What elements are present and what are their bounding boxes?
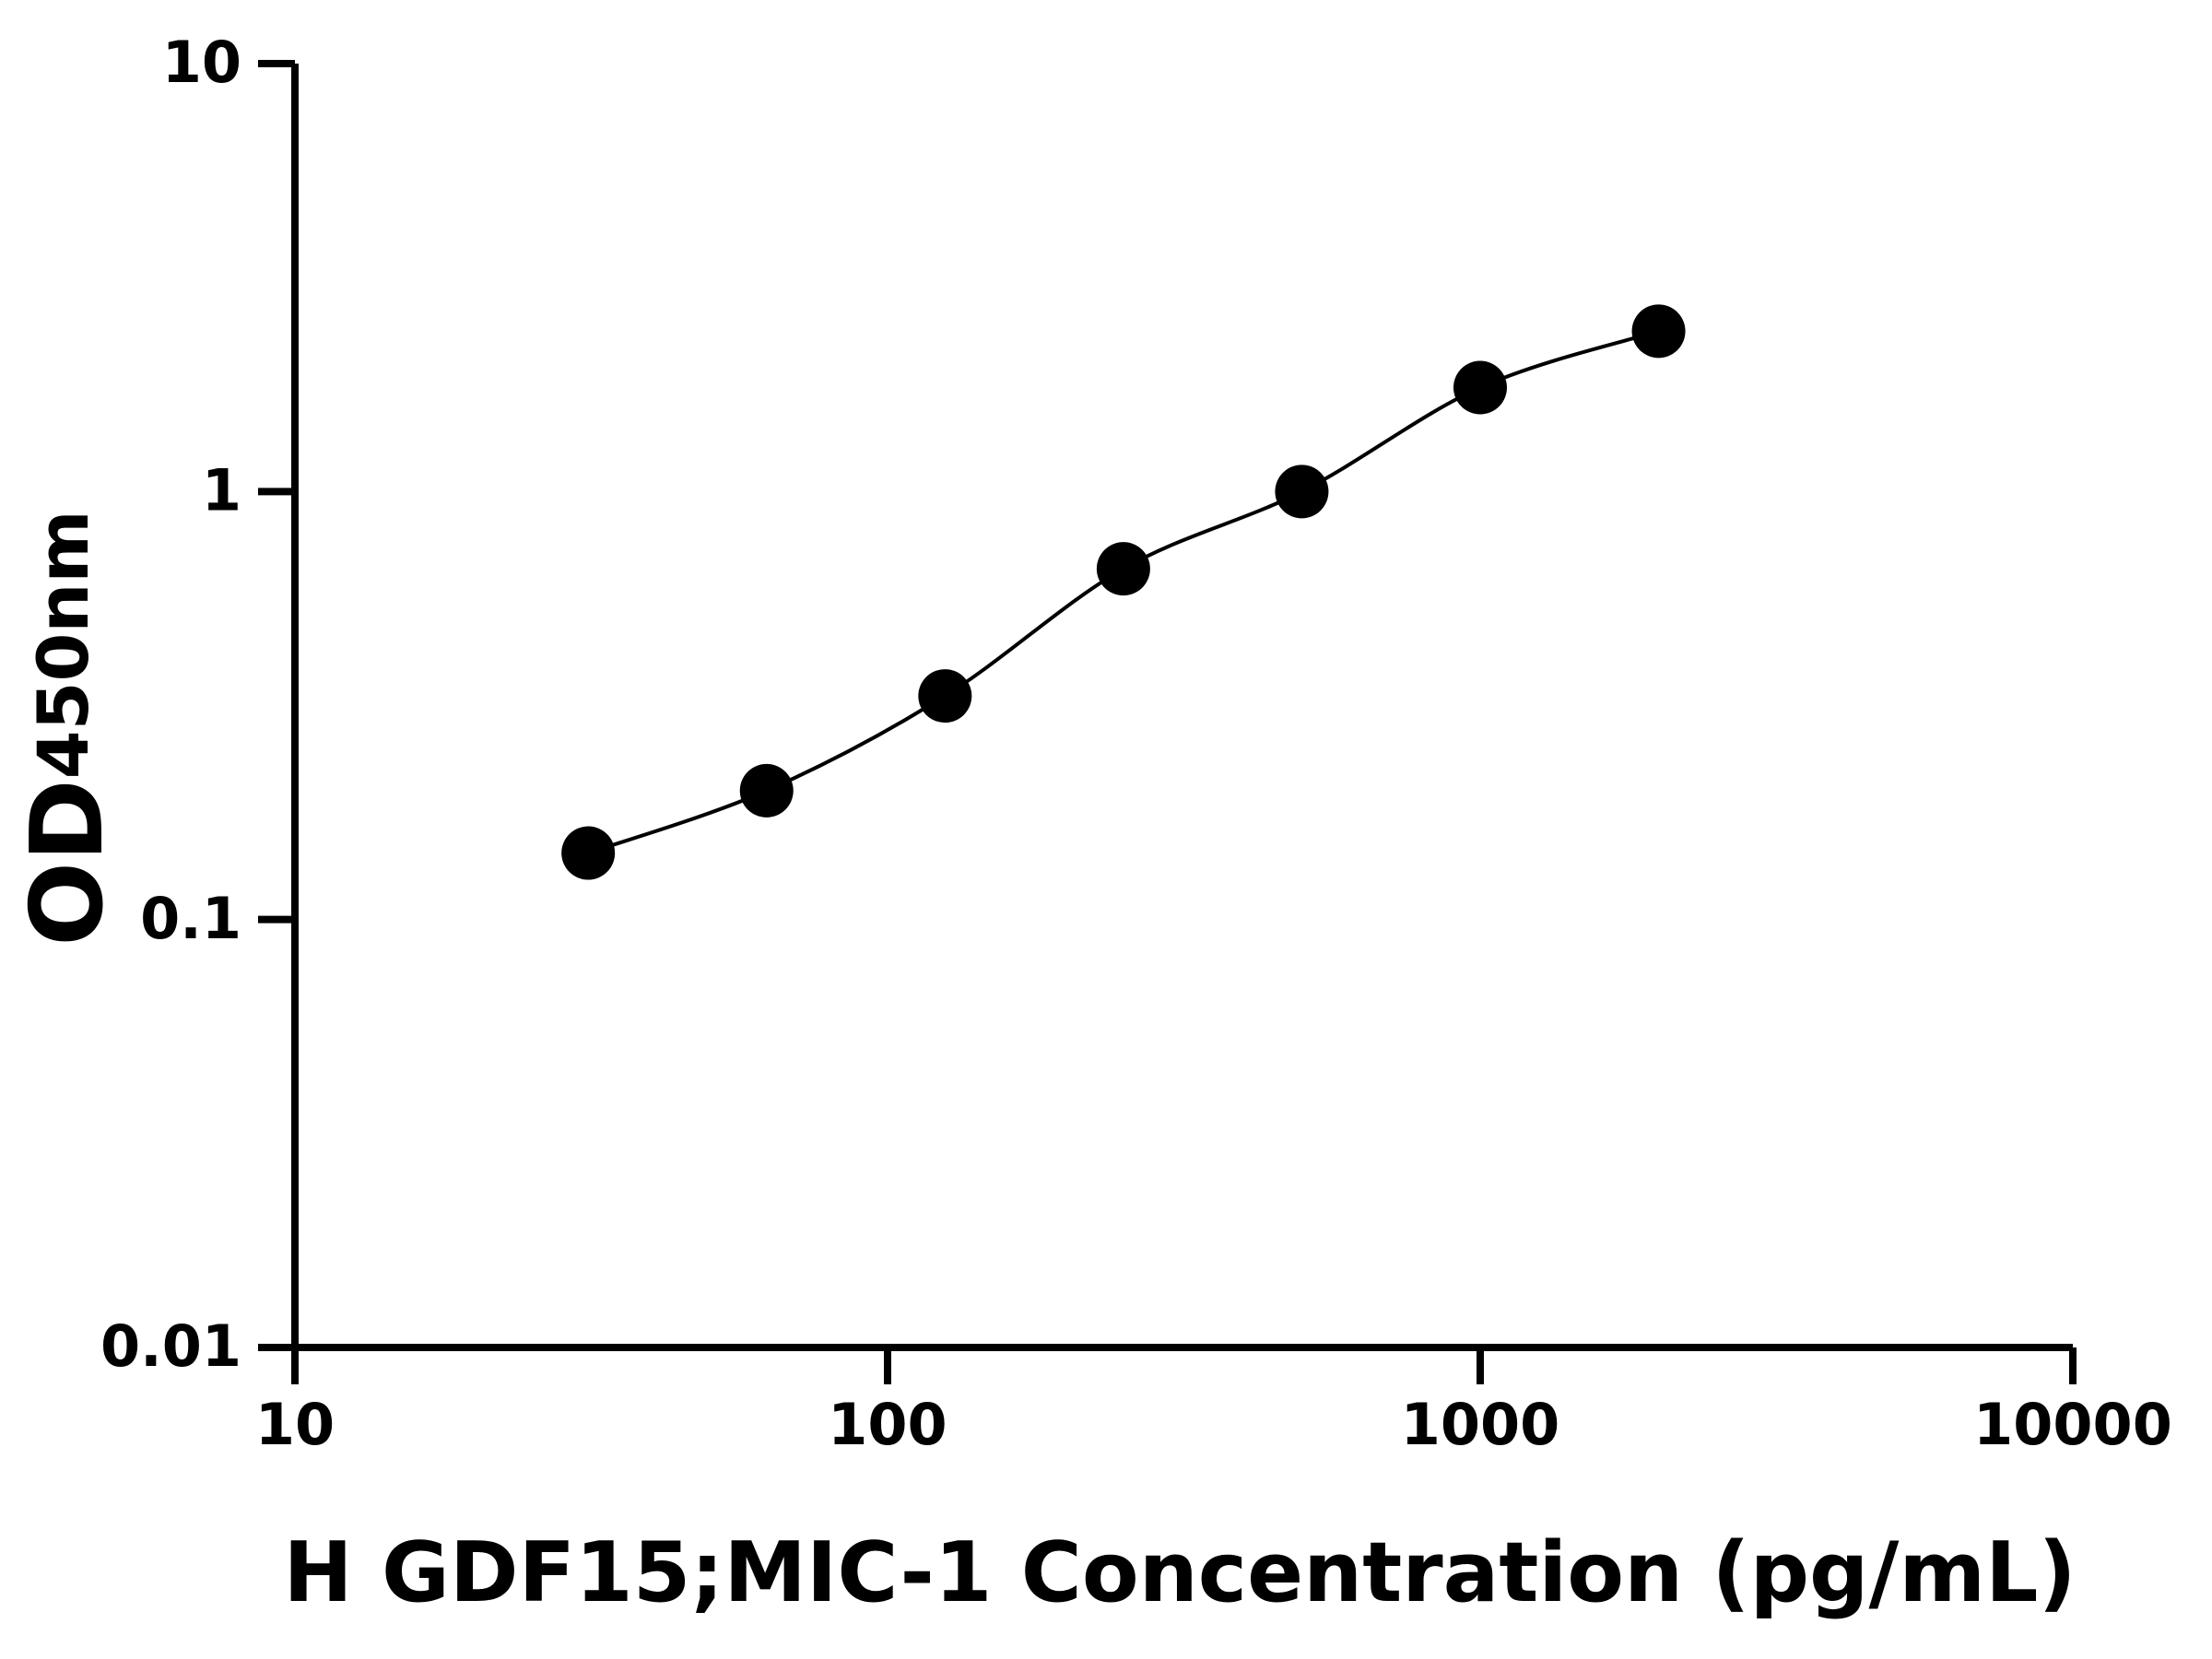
data-point [561, 826, 616, 880]
x-tick-label: 100 [828, 1391, 947, 1458]
x-tick-label: 1000 [1401, 1391, 1560, 1458]
data-point [739, 763, 794, 818]
y-tick-label: 0.1 [140, 885, 241, 952]
x-tick-label: 10000 [1973, 1391, 2172, 1458]
x-axis-title: H GDF15;MIC-1 Concentration (pg/mL) [283, 1524, 2076, 1621]
y-axis-title-subscript: 450nm [22, 510, 104, 779]
data-point [1631, 304, 1686, 359]
data-point [1453, 360, 1507, 415]
y-tick-label: 10 [162, 29, 241, 96]
y-axis-title: OD450nm [10, 510, 125, 946]
y-axis-title-main: OD [10, 779, 125, 946]
data-point [918, 669, 972, 724]
data-point [1275, 465, 1329, 519]
x-tick-label: 10 [255, 1391, 335, 1458]
y-tick-label: 1 [202, 456, 241, 524]
y-tick-label: 0.01 [100, 1312, 241, 1380]
data-point [1096, 542, 1150, 596]
